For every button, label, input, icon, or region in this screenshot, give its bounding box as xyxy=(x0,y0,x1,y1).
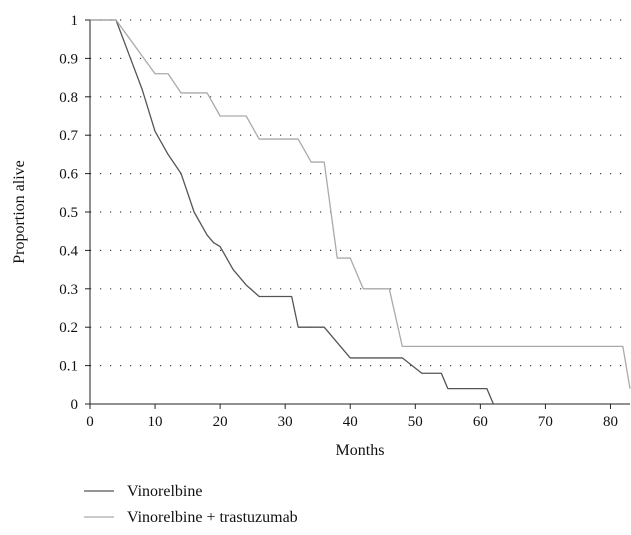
y-tick-label-4: 0.4 xyxy=(59,243,78,259)
y-tick-label-7: 0.7 xyxy=(59,128,78,144)
axes xyxy=(85,19,630,409)
y-tick-label-1: 0.1 xyxy=(59,359,78,375)
legend: Vinorelbine Vinorelbine + trastuzumab xyxy=(84,483,298,526)
y-axis-title: Proportion alive xyxy=(11,160,28,264)
legend-label-vinorelbine: Vinorelbine xyxy=(127,483,202,500)
legend-label-vinorelbine-trastuzumab: Vinorelbine + trastuzumab xyxy=(127,509,298,526)
x-tick-label-4: 40 xyxy=(343,414,358,430)
y-tick-label-8: 0.8 xyxy=(59,90,78,106)
y-tick-label-5: 0.5 xyxy=(59,205,78,221)
x-tick-label-3: 30 xyxy=(278,414,293,430)
y-tick-label-9: 0.9 xyxy=(59,51,78,67)
y-tick-label-2: 0.2 xyxy=(59,320,78,336)
x-tick-label-8: 80 xyxy=(603,414,618,430)
series-line-1 xyxy=(90,19,631,389)
series-lines xyxy=(90,19,631,405)
x-tick-label-0: 0 xyxy=(86,414,94,430)
y-tick-label-6: 0.6 xyxy=(59,167,78,183)
y-tick-label-3: 0.3 xyxy=(59,282,78,298)
y-tick-label-0: 0 xyxy=(71,397,79,413)
x-tick-label-5: 50 xyxy=(408,414,423,430)
x-tick-label-6: 60 xyxy=(473,414,488,430)
gridlines xyxy=(90,19,630,367)
y-tick-label-10: 1 xyxy=(71,13,79,29)
x-axis-title: Months xyxy=(336,442,385,459)
x-tick-label-2: 20 xyxy=(213,414,228,430)
x-tick-label-1: 10 xyxy=(148,414,163,430)
x-tick-label-7: 70 xyxy=(538,414,553,430)
series-line-0 xyxy=(90,19,494,405)
tick-labels: 00.10.20.30.40.50.60.70.80.910 10 20 30 40 50… xyxy=(59,13,618,430)
